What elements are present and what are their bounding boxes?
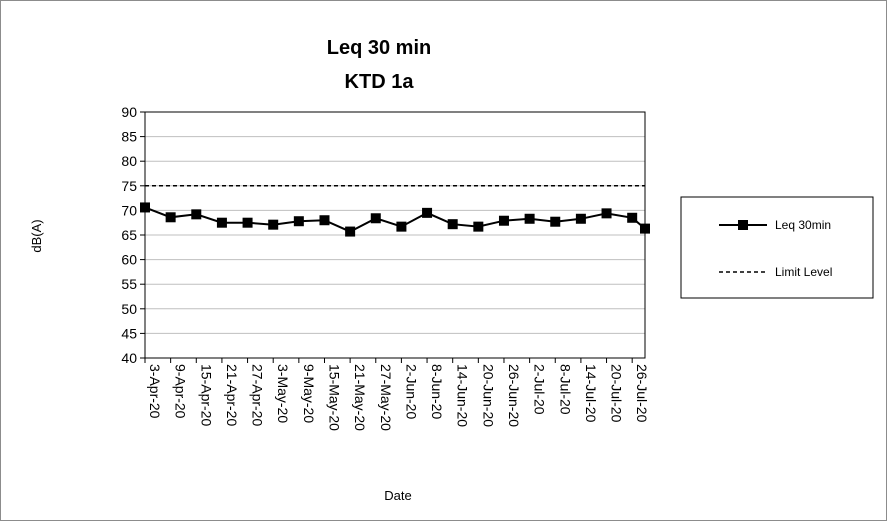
x-tick-label: 21-May-20 xyxy=(352,364,368,431)
x-tick-label: 8-Jun-20 xyxy=(429,364,445,419)
y-tick-label: 70 xyxy=(121,202,137,218)
data-point-marker xyxy=(447,219,458,230)
y-tick-label: 40 xyxy=(121,350,137,366)
chart-title: Leq 30 min xyxy=(327,37,431,59)
data-point-marker xyxy=(396,221,407,232)
gridlines xyxy=(145,111,645,359)
x-tick-label: 3-Apr-20 xyxy=(147,364,163,419)
y-axis-title: dB(A) xyxy=(29,219,44,252)
y-tick-label: 75 xyxy=(121,178,137,194)
y-axis-ticks: 40 45 50 55 60 65 70 75 80 85 90 xyxy=(121,104,145,366)
x-tick-label: 14-Jul-20 xyxy=(583,364,599,423)
y-tick-label: 85 xyxy=(121,129,137,145)
data-point-marker xyxy=(191,209,202,220)
x-tick-label: 26-Jul-20 xyxy=(634,364,650,423)
data-point-marker xyxy=(498,215,509,226)
x-tick-label: 8-Jul-20 xyxy=(557,364,573,415)
x-tick-label: 14-Jun-20 xyxy=(455,364,471,427)
x-tick-label: 2-Jun-20 xyxy=(403,364,419,419)
y-tick-label: 50 xyxy=(121,301,137,317)
data-point-marker xyxy=(242,217,253,228)
legend: Leq 30min Limit Level xyxy=(680,196,874,299)
data-point-marker xyxy=(268,219,279,230)
x-tick-label: 27-Apr-20 xyxy=(250,364,266,426)
x-tick-label: 3-May-20 xyxy=(275,364,291,423)
data-point-marker xyxy=(140,202,150,213)
data-point-marker xyxy=(165,212,176,223)
y-tick-label: 80 xyxy=(121,153,137,169)
data-point-marker xyxy=(293,216,304,227)
x-tick-label: 21-Apr-20 xyxy=(224,364,240,426)
data-point-marker xyxy=(345,226,356,237)
data-point-marker xyxy=(601,208,612,219)
x-tick-label: 15-Apr-20 xyxy=(198,364,214,426)
y-tick-label: 90 xyxy=(121,104,137,120)
data-point-marker xyxy=(422,207,433,218)
x-tick-label: 9-May-20 xyxy=(301,364,317,423)
x-tick-label: 26-Jun-20 xyxy=(506,364,522,427)
legend-marker-leq xyxy=(738,220,748,230)
x-axis-title: Date xyxy=(384,488,411,503)
x-tick-label: 9-Apr-20 xyxy=(173,364,189,419)
y-tick-label: 55 xyxy=(121,276,137,292)
y-tick-label: 65 xyxy=(121,227,137,243)
data-point-marker xyxy=(370,213,381,224)
x-tick-label: 15-May-20 xyxy=(326,364,342,431)
data-point-marker xyxy=(575,213,586,224)
y-tick-label: 60 xyxy=(121,252,137,268)
x-tick-label: 27-May-20 xyxy=(378,364,394,431)
data-point-marker xyxy=(473,221,484,232)
y-tick-label: 45 xyxy=(121,325,137,341)
x-tick-label: 20-Jul-20 xyxy=(609,364,625,423)
x-axis-ticks: 3-Apr-20 9-Apr-20 15-Apr-20 21-Apr-20 27-Apr… xyxy=(144,358,650,431)
data-point-marker xyxy=(524,213,535,224)
data-point-marker xyxy=(640,223,650,234)
legend-box xyxy=(680,196,874,299)
x-tick-label: 2-Jul-20 xyxy=(532,364,548,415)
legend-label-leq: Leq 30min xyxy=(775,218,831,232)
data-point-marker xyxy=(319,215,330,226)
chart-subtitle: KTD 1a xyxy=(345,71,415,93)
legend-label-limit: Limit Level xyxy=(775,265,832,279)
series-layer xyxy=(140,185,650,237)
data-point-marker xyxy=(550,216,561,227)
data-point-marker xyxy=(216,217,227,228)
data-point-marker xyxy=(627,212,638,223)
x-tick-label: 20-Jun-20 xyxy=(480,364,496,427)
